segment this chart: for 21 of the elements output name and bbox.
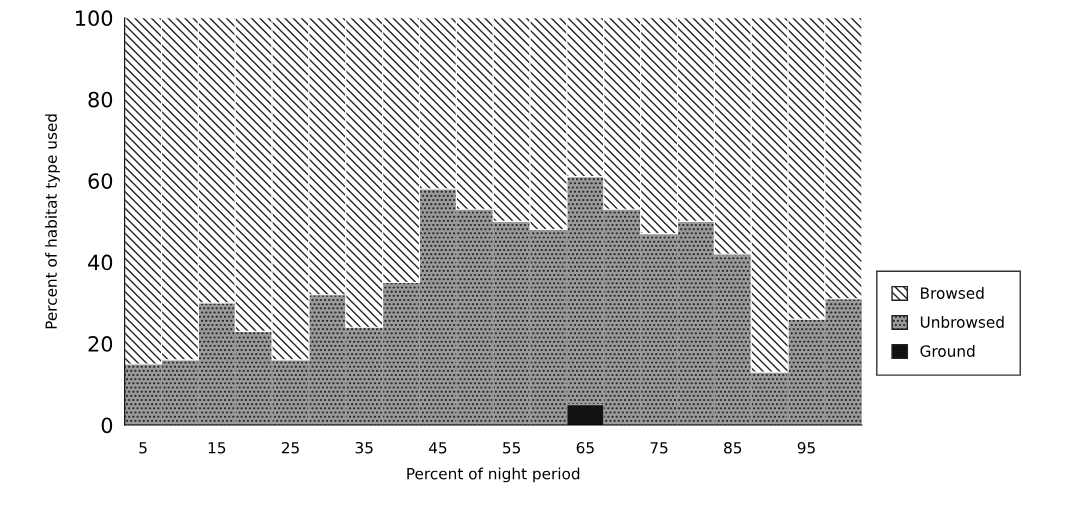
y-axis-title: Percent of habitat type used: [45, 114, 60, 329]
x-tick-label: 35: [355, 441, 373, 454]
x-tick-label: 95: [797, 441, 815, 454]
y-tick-label: 100: [76, 10, 113, 27]
x-tick-label: 45: [428, 442, 447, 454]
x-tick-label: 15: [208, 442, 226, 454]
x-tick-label: 25: [281, 441, 299, 454]
x-tick-label: 75: [650, 442, 668, 454]
y-tick-label: 40: [88, 254, 113, 271]
x-tick-label: 85: [724, 441, 742, 454]
legend-label: Ground: [920, 345, 975, 357]
y-tick-label: 0: [101, 417, 113, 434]
y-tick-label: 60: [88, 173, 113, 189]
legend-label: Unbrowsed: [920, 316, 1004, 328]
legend-label: Browsed: [921, 287, 984, 299]
y-tick-label: 20: [88, 336, 113, 352]
x-axis-title: Percent of night period: [407, 467, 580, 483]
x-tick-label: 5: [139, 442, 147, 454]
y-tick-label: 80: [88, 91, 113, 108]
x-tick-label: 65: [576, 441, 594, 454]
x-tick-label: 55: [503, 442, 521, 454]
